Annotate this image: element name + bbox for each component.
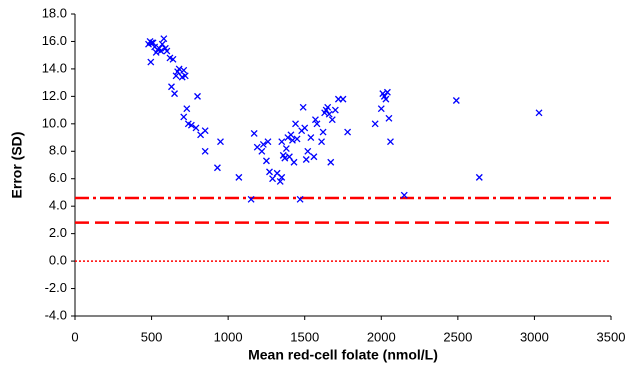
y-tick-label: 0.0: [49, 253, 67, 268]
point: [304, 147, 312, 155]
point: [269, 175, 277, 183]
point: [296, 195, 304, 203]
point: [382, 95, 390, 103]
point: [311, 116, 319, 124]
point: [383, 88, 391, 96]
y-tick-label: -2.0: [45, 280, 67, 295]
point: [250, 129, 258, 137]
point: [278, 138, 286, 146]
y-tick-label: 18.0: [42, 5, 67, 20]
point: [282, 145, 290, 152]
point: [302, 156, 310, 163]
point: [194, 92, 201, 100]
point: [339, 95, 347, 103]
point: [293, 135, 301, 143]
x-tick-label: 3000: [520, 329, 549, 344]
point: [287, 131, 295, 139]
point: [169, 55, 177, 63]
point: [183, 105, 191, 113]
point: [276, 178, 284, 185]
point: [180, 113, 188, 121]
point: [290, 158, 298, 166]
y-tick-label: 4.0: [49, 198, 67, 213]
point: [344, 128, 352, 136]
point: [327, 158, 335, 166]
point: [247, 195, 255, 203]
y-tick-label: 14.0: [42, 60, 67, 75]
point: [262, 157, 270, 165]
point: [310, 153, 318, 161]
point: [475, 173, 483, 181]
x-tick-label: 500: [141, 329, 163, 344]
x-tick-label: 3500: [597, 329, 626, 344]
point: [318, 138, 326, 146]
x-tick-label: 1000: [214, 329, 243, 344]
y-tick-label: 8.0: [49, 143, 67, 158]
point: [172, 72, 180, 80]
point: [201, 147, 209, 155]
point: [319, 128, 327, 136]
y-tick-label: 6.0: [49, 170, 67, 185]
x-tick-label: 1500: [290, 329, 319, 344]
point: [192, 124, 200, 132]
point: [535, 109, 543, 117]
point: [264, 138, 272, 146]
point: [160, 35, 168, 43]
x-tick-label: 2000: [367, 329, 396, 344]
x-axis-label: Mean red-cell folate (nmol/L): [248, 347, 438, 363]
point: [307, 134, 315, 142]
x-tick-label: 0: [71, 329, 78, 344]
point: [180, 66, 188, 74]
point: [259, 140, 267, 148]
point: [377, 105, 385, 113]
y-tick-label: -4.0: [45, 307, 67, 322]
point: [325, 110, 333, 118]
x-tick-label: 2500: [443, 329, 472, 344]
point: [157, 47, 165, 55]
point: [400, 191, 408, 199]
y-tick-label: 2.0: [49, 225, 67, 240]
y-tick-label: 10.0: [42, 115, 67, 130]
point: [235, 173, 243, 181]
point: [452, 97, 460, 104]
point: [387, 138, 394, 146]
point: [299, 103, 307, 111]
point: [213, 164, 221, 172]
point: [147, 58, 155, 66]
point: [301, 124, 309, 132]
point: [285, 153, 293, 161]
point: [371, 120, 379, 128]
point: [149, 39, 157, 47]
point: [187, 121, 195, 129]
point: [331, 106, 339, 114]
point: [385, 114, 393, 122]
point: [266, 168, 273, 176]
y-tick-label: 16.0: [42, 33, 67, 48]
point: [181, 72, 189, 80]
y-tick-label: 12.0: [42, 88, 67, 103]
point: [217, 138, 224, 146]
point: [324, 103, 332, 111]
point: [201, 127, 209, 135]
point: [292, 120, 299, 128]
point: [158, 40, 166, 48]
point: [313, 120, 321, 128]
point: [328, 116, 336, 124]
y-axis-label: Error (SD): [9, 132, 25, 199]
point: [258, 147, 266, 155]
point: [278, 173, 286, 181]
point: [163, 47, 171, 55]
point: [168, 83, 175, 91]
point: [171, 90, 179, 98]
